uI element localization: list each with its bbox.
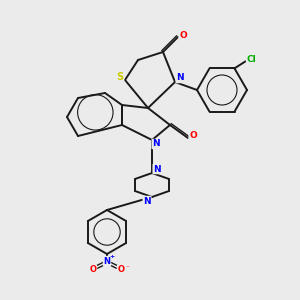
Text: O: O	[179, 31, 187, 40]
Text: N: N	[143, 196, 151, 206]
Text: O: O	[118, 266, 124, 274]
Text: +: +	[110, 254, 115, 260]
Text: N: N	[153, 164, 161, 173]
Text: O: O	[189, 131, 197, 140]
Text: N: N	[103, 256, 110, 266]
Text: N: N	[176, 74, 184, 82]
Text: S: S	[116, 72, 124, 82]
Text: Cl: Cl	[247, 55, 256, 64]
Text: ⁻: ⁻	[125, 263, 129, 272]
Text: O: O	[89, 266, 97, 274]
Text: N: N	[152, 140, 160, 148]
